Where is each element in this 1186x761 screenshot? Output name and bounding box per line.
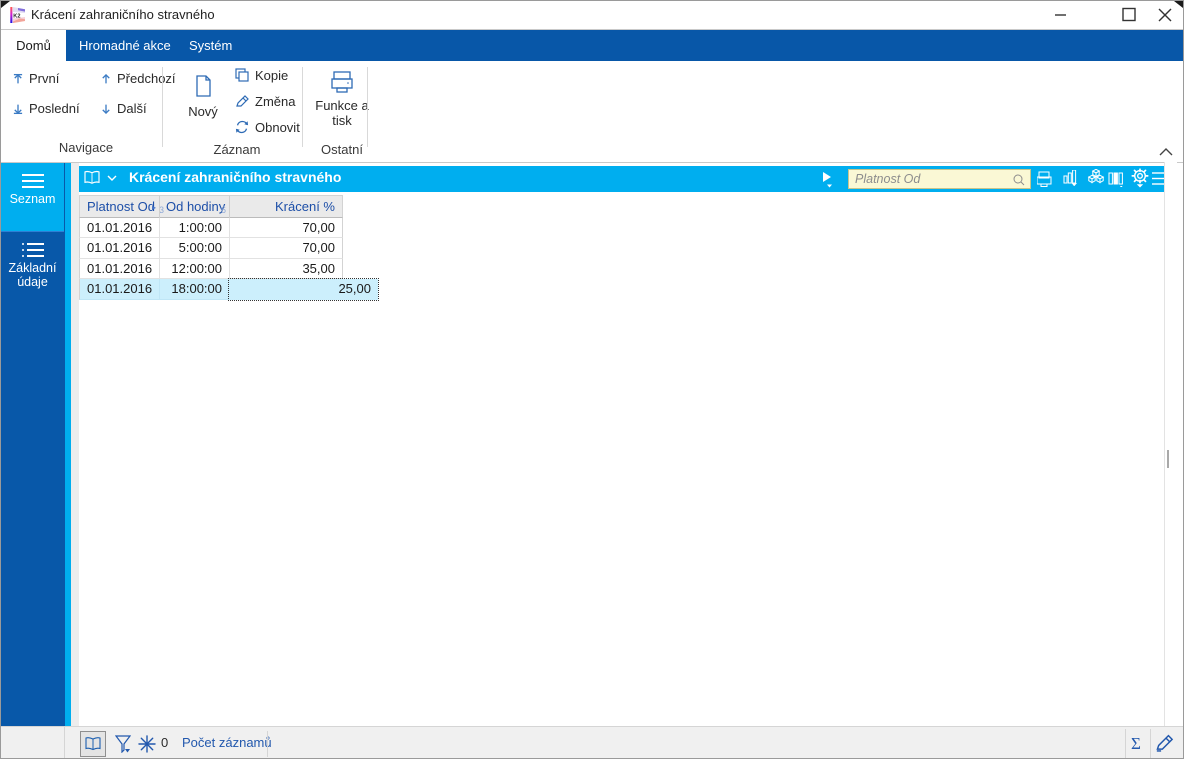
svg-text:K2: K2 [13,13,20,19]
